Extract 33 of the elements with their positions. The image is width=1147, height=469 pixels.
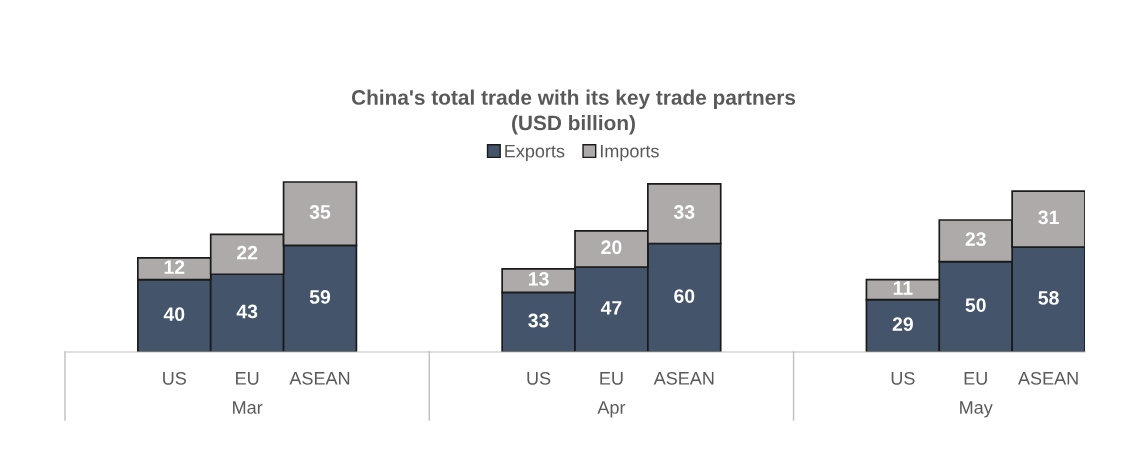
text: Apr	[597, 401, 626, 418]
data-label: 29	[892, 317, 913, 331]
data-label: 20	[601, 240, 622, 255]
x-tick-label: US	[891, 371, 915, 385]
data-label: 50	[965, 298, 986, 313]
data-label: 43	[236, 304, 258, 319]
data-label: 47	[600, 301, 622, 315]
data-label: 35	[309, 205, 331, 219]
data-label: 60	[674, 289, 695, 303]
data-label: 58	[1038, 291, 1059, 305]
x-tick-label: EU	[964, 372, 987, 385]
x-tick-label: US	[527, 371, 551, 385]
x-tick-label: EU	[236, 372, 259, 385]
data-label: 40	[163, 307, 185, 322]
data-label: 33	[673, 205, 695, 219]
legend-label: Exports	[505, 144, 565, 162]
x-tick-label: US	[163, 371, 186, 385]
data-label: 33	[528, 313, 549, 328]
x-tick-label: ASEAN	[289, 371, 350, 385]
data-label: 31	[1038, 210, 1059, 225]
data-label: 12	[164, 260, 185, 274]
data-label: 23	[965, 232, 986, 247]
x-tick-label: ASEAN	[1018, 371, 1078, 385]
data-label: 22	[237, 245, 258, 260]
x-tick-label: EU	[600, 372, 623, 385]
data-label: 59	[309, 290, 331, 304]
data-label: 13	[528, 272, 549, 286]
text: Mar	[233, 401, 263, 414]
data-label: 11	[893, 281, 913, 295]
text: May	[960, 401, 993, 418]
x-tick-label: ASEAN	[653, 371, 714, 385]
chart-title: China's total trade with its key trade partners (USD billion)	[351, 89, 796, 135]
legend-label: Imports	[600, 144, 659, 162]
